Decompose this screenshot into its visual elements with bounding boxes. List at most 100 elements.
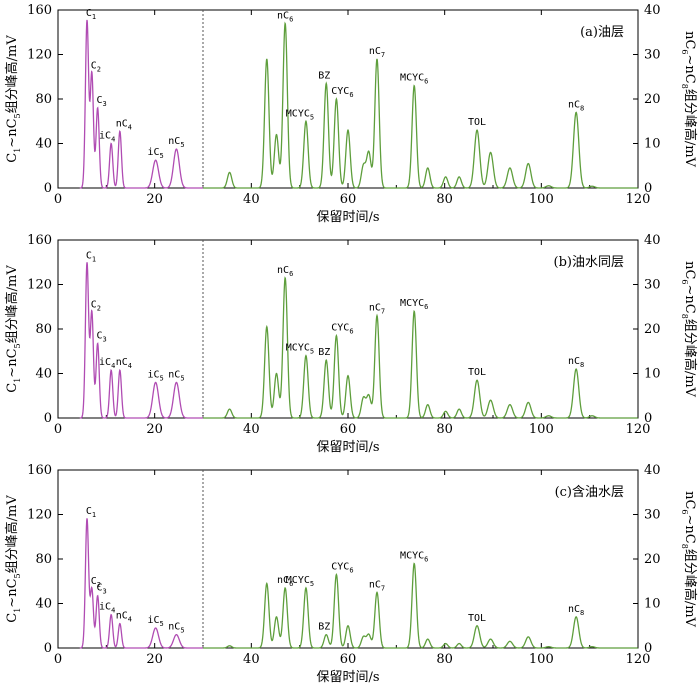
peak-label: MCYC5 [286, 343, 314, 356]
x-tick-label: 100 [529, 192, 554, 207]
y-right-axis-label: nC6~nC8组分峰高/mV [680, 491, 698, 627]
peak-label: MCYC6 [400, 298, 428, 311]
peak-label: nC4 [116, 357, 132, 370]
peak-label: TOL [468, 367, 486, 378]
x-tick-label: 100 [529, 422, 554, 437]
peak-label: C2 [91, 299, 101, 312]
peak-label: MCYC6 [400, 550, 428, 563]
x-axis-label: 保留时间/s [316, 670, 379, 685]
x-tick-label: 0 [54, 652, 62, 667]
peak-label: C1 [86, 506, 96, 519]
peak-label: TOL [468, 613, 486, 624]
y-left-axis-label: C1~nC5组分峰高/mV [4, 265, 22, 393]
y-right-axis-label: nC6~nC8组分峰高/mV [680, 31, 698, 167]
y-right-tick-label: 0 [644, 641, 652, 656]
y-left-tick-label: 80 [35, 322, 52, 337]
plot-frame [57, 9, 639, 189]
peak-label: iC5 [148, 147, 164, 160]
series-line-nc6-nc8 [203, 562, 638, 649]
x-tick-label: 20 [146, 422, 163, 437]
x-tick-label: 40 [243, 192, 260, 207]
y-right-tick-label: 40 [644, 233, 661, 248]
y-left-tick-label: 160 [27, 233, 52, 248]
peak-label: nC5 [168, 136, 184, 149]
y-left-tick-label: 160 [27, 3, 52, 18]
peak-label: C3 [97, 330, 107, 343]
y-left-tick-label: 80 [35, 552, 52, 567]
y-right-tick-label: 20 [644, 552, 661, 567]
series-line-c1-nc5 [79, 518, 203, 649]
y-left-axis-label: C1~nC5组分峰高/mV [4, 495, 22, 623]
chart-panel-2: 0 20 40 60 80 100 12004080120160010203040(c)含油… [4, 463, 698, 685]
x-tick-label: 20 [146, 652, 163, 667]
peak-label: MCYC6 [400, 73, 428, 86]
y-left-tick-label: 0 [44, 181, 52, 196]
panel-label: (a)油层 [580, 25, 624, 40]
peak-label: iC4 [99, 131, 115, 144]
panel-label: (b)油水同层 [554, 255, 624, 270]
peak-label: MCYC5 [286, 575, 314, 588]
series-line-nc6-nc8 [203, 21, 638, 189]
x-tick-label: 40 [243, 652, 260, 667]
y-right-tick-label: 10 [644, 367, 661, 382]
peak-label: nC6 [277, 10, 293, 23]
peak-label: nC4 [116, 118, 132, 131]
y-right-tick-label: 40 [644, 463, 661, 478]
plot-frame [57, 469, 639, 649]
y-right-tick-label: 10 [644, 597, 661, 612]
peak-label: nC7 [369, 303, 385, 316]
peak-label: nC4 [116, 611, 132, 624]
y-right-tick-label: 10 [644, 137, 661, 152]
peak-label: CYC6 [331, 323, 353, 336]
series-line-nc6-nc8 [203, 276, 638, 419]
peak-label: CYC6 [331, 86, 353, 99]
peak-label: nC8 [568, 356, 584, 369]
peak-label: C3 [97, 583, 107, 596]
y-right-tick-label: 0 [644, 411, 652, 426]
y-right-tick-label: 30 [644, 278, 661, 293]
x-tick-label: 80 [436, 652, 453, 667]
peak-label: C3 [97, 95, 107, 108]
x-tick-label: 20 [146, 192, 163, 207]
peak-label: BZ [318, 622, 330, 633]
peak-label: BZ [318, 347, 330, 358]
peak-label: nC7 [369, 579, 385, 592]
y-right-tick-label: 40 [644, 3, 661, 18]
y-right-tick-label: 30 [644, 508, 661, 523]
chart-panel-0: 0 20 40 60 80 100 12004080120160010203040(a)油层… [4, 3, 698, 225]
y-left-tick-label: 40 [35, 137, 52, 152]
panel-label: (c)含油水层 [555, 484, 624, 500]
y-left-tick-label: 40 [35, 367, 52, 382]
y-left-tick-label: 80 [35, 92, 52, 107]
peak-label: iC4 [99, 602, 115, 615]
y-left-axis-label: C1~nC5组分峰高/mV [4, 35, 22, 163]
x-tick-label: 120 [626, 422, 651, 437]
x-tick-label: 80 [436, 422, 453, 437]
y-left-tick-label: 120 [27, 48, 52, 63]
y-left-tick-label: 120 [27, 508, 52, 523]
x-tick-label: 60 [340, 652, 357, 667]
x-axis-label: 保留时间/s [316, 210, 379, 225]
peak-label: C1 [86, 250, 96, 263]
x-tick-label: 100 [529, 652, 554, 667]
peak-label: C2 [91, 60, 101, 73]
peak-label: MCYC5 [286, 108, 314, 121]
peak-label: C1 [86, 8, 96, 21]
peak-label: BZ [318, 70, 330, 81]
peak-label: iC5 [148, 369, 164, 382]
peak-label: TOL [468, 117, 486, 128]
y-left-tick-label: 40 [35, 597, 52, 612]
y-right-tick-label: 0 [644, 181, 652, 196]
chart-panel-1: 0 20 40 60 80 100 12004080120160010203040(b)油水… [4, 233, 698, 455]
series-line-c1-nc5 [79, 262, 203, 419]
peak-label: C2 [91, 576, 101, 589]
peak-label: nC5 [168, 369, 184, 382]
peak-label: nC8 [568, 604, 584, 617]
peak-label: nC6 [277, 575, 293, 588]
x-tick-label: 120 [626, 192, 651, 207]
peak-label: CYC6 [331, 562, 353, 575]
peak-label: iC4 [99, 357, 115, 370]
x-tick-label: 60 [340, 192, 357, 207]
x-tick-label: 40 [243, 422, 260, 437]
